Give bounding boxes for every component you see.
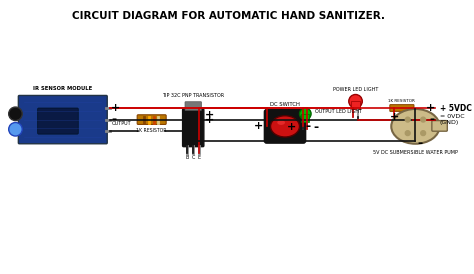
- Text: E: E: [198, 155, 201, 160]
- Text: -: -: [418, 137, 423, 150]
- FancyBboxPatch shape: [264, 110, 305, 143]
- Text: -: -: [111, 113, 116, 126]
- Text: TIP 32C PNP TRANSISTOR: TIP 32C PNP TRANSISTOR: [162, 93, 224, 98]
- Text: = 0VDC
(GND): = 0VDC (GND): [439, 114, 464, 125]
- FancyBboxPatch shape: [18, 95, 107, 144]
- Text: +: +: [390, 112, 399, 122]
- Ellipse shape: [391, 109, 439, 144]
- FancyBboxPatch shape: [301, 114, 309, 122]
- Text: IR SENSOR MODULE: IR SENSOR MODULE: [33, 86, 92, 91]
- Ellipse shape: [277, 120, 285, 125]
- Circle shape: [405, 117, 410, 122]
- Circle shape: [421, 117, 426, 122]
- FancyBboxPatch shape: [37, 108, 78, 134]
- Text: 1K RESISTOR: 1K RESISTOR: [389, 99, 415, 103]
- Text: POWER LED LIGHT: POWER LED LIGHT: [333, 87, 378, 92]
- Text: -: -: [313, 121, 318, 134]
- FancyBboxPatch shape: [351, 101, 360, 109]
- Text: OUTPUT: OUTPUT: [112, 121, 132, 126]
- Text: 1K RESISTOR: 1K RESISTOR: [137, 128, 167, 133]
- Circle shape: [9, 122, 22, 136]
- FancyBboxPatch shape: [137, 115, 166, 124]
- Text: C: C: [191, 155, 195, 160]
- Text: -: -: [429, 113, 435, 126]
- Text: +: +: [254, 121, 263, 131]
- Circle shape: [405, 131, 410, 136]
- FancyBboxPatch shape: [182, 109, 204, 147]
- Text: +: +: [205, 115, 214, 125]
- Text: -: -: [305, 120, 310, 133]
- Text: CIRCUIT DIAGRAM FOR AUTOMATIC HAND SANITIZER.: CIRCUIT DIAGRAM FOR AUTOMATIC HAND SANIT…: [73, 11, 385, 21]
- Ellipse shape: [271, 116, 300, 137]
- FancyBboxPatch shape: [185, 102, 201, 110]
- Text: + 5VDC: + 5VDC: [439, 104, 472, 113]
- Text: 5V DC SUBMERSIBLE WATER PUMP: 5V DC SUBMERSIBLE WATER PUMP: [373, 150, 458, 155]
- FancyBboxPatch shape: [390, 105, 414, 112]
- Circle shape: [421, 131, 426, 136]
- Text: OUTPUT LED LIGHT: OUTPUT LED LIGHT: [315, 109, 362, 114]
- Circle shape: [9, 107, 22, 121]
- Text: +: +: [111, 103, 120, 113]
- Ellipse shape: [300, 108, 311, 120]
- Text: +: +: [426, 103, 435, 113]
- Text: B: B: [186, 155, 189, 160]
- Ellipse shape: [349, 95, 362, 108]
- FancyBboxPatch shape: [432, 121, 447, 131]
- Text: +: +: [205, 110, 214, 120]
- Text: +: +: [286, 122, 296, 132]
- Text: DC SWITCH: DC SWITCH: [270, 102, 300, 107]
